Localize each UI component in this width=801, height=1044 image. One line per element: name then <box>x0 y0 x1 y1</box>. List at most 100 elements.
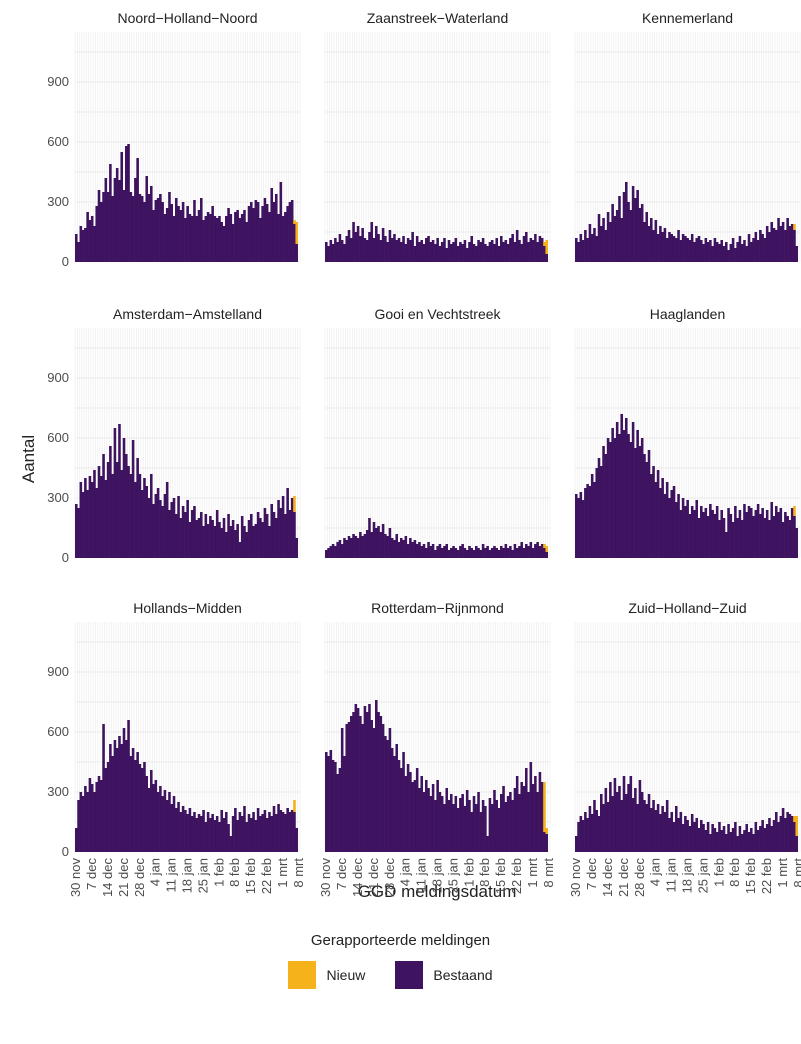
bar-bestaand <box>684 506 687 558</box>
panel-4: Amsterdam−Amstelland 0 300 600 900 <box>47 306 301 565</box>
bar-bestaand <box>540 544 544 558</box>
bar-bestaand <box>150 474 153 558</box>
bar-bestaand <box>761 508 764 558</box>
bar-bestaand <box>652 800 655 852</box>
bar-bestaand <box>386 740 389 852</box>
bar-bestaand <box>406 238 410 262</box>
x-tick-label: 8 feb <box>227 858 242 887</box>
bar-bestaand <box>409 240 412 262</box>
bar-bestaand <box>586 238 589 262</box>
bar-bestaand <box>247 206 251 262</box>
panel-8: Rotterdam−Rijnmond 30 nov 7 dec 14 dec 21 de… <box>318 600 556 897</box>
bar-bestaand <box>500 236 503 262</box>
bar-bestaand <box>502 786 505 852</box>
bar-bestaand <box>486 546 489 558</box>
bar-bestaand <box>511 800 514 852</box>
bar-bestaand <box>475 246 478 262</box>
bar-bestaand <box>202 810 205 852</box>
bar-bestaand <box>275 194 278 262</box>
y-tick-label: 0 <box>62 254 69 269</box>
bar-bestaand <box>440 242 444 262</box>
bar-bestaand <box>684 236 687 262</box>
bar-bestaand <box>288 202 292 262</box>
bar-bestaand <box>636 430 639 558</box>
bar-bestaand <box>629 776 633 852</box>
bar-bestaand <box>188 808 192 852</box>
bar-bestaand <box>127 144 130 262</box>
bar-bestaand <box>784 230 787 262</box>
bar-bestaand <box>150 186 153 262</box>
x-tick-label: 4 jan <box>148 858 163 886</box>
bar-bestaand <box>86 792 89 852</box>
bar-bestaand <box>575 494 578 558</box>
bar-bestaand <box>338 234 342 262</box>
bar-bestaand <box>756 240 760 262</box>
bar-bestaand <box>784 818 787 852</box>
bar-bestaand <box>400 242 403 262</box>
bar-bestaand <box>606 802 610 852</box>
bar-bestaand <box>213 216 217 262</box>
bar-bestaand <box>250 514 253 558</box>
bar-bestaand <box>134 482 137 558</box>
bar-bestaand <box>636 804 639 852</box>
bar-bestaand <box>668 818 671 852</box>
bar-bestaand <box>650 808 653 852</box>
x-tick-label: 21 dec <box>366 858 381 898</box>
bar-bestaand <box>368 518 371 558</box>
bar-bestaand <box>161 506 164 558</box>
bar-bestaand <box>590 814 594 852</box>
bar-bestaand <box>652 230 655 262</box>
bar-bestaand <box>120 470 124 558</box>
bar-bestaand <box>286 206 289 262</box>
bar-bestaand <box>631 422 635 558</box>
bar-bestaand <box>102 192 105 262</box>
bar-bestaand <box>281 216 285 262</box>
bar-bestaand <box>520 542 524 558</box>
bar-bestaand <box>240 516 244 558</box>
bar-bestaand <box>390 748 394 852</box>
bar-bestaand <box>670 812 674 852</box>
bar-bestaand <box>484 244 487 262</box>
bar-bestaand <box>415 236 419 262</box>
bar-bestaand <box>443 238 446 262</box>
bar-bestaand <box>765 824 769 852</box>
bar-bestaand <box>181 202 185 262</box>
bar-bestaand <box>450 244 453 262</box>
bar-bestaand <box>97 776 101 852</box>
bar-bestaand <box>429 796 433 852</box>
bar-bestaand <box>731 522 735 558</box>
panel-title: Kennemerland <box>642 10 733 26</box>
bar-bestaand <box>127 466 130 558</box>
bar-bestaand <box>640 792 644 852</box>
bar-bestaand <box>338 768 342 852</box>
bar-bestaand <box>479 242 483 262</box>
bar-bestaand <box>452 804 455 852</box>
bar-bestaand <box>475 804 478 852</box>
bar-bestaand <box>93 226 96 262</box>
bar-bestaand <box>113 178 117 262</box>
bar-bestaand <box>627 202 630 262</box>
bar-bestaand <box>336 242 339 262</box>
bar-bestaand <box>622 430 626 558</box>
bar-bestaand <box>588 224 592 262</box>
bar-bestaand <box>254 200 258 262</box>
bar-bestaand <box>415 544 419 558</box>
bar-bestaand <box>788 814 792 852</box>
bar-bestaand <box>131 440 135 558</box>
bar-bestaand <box>575 238 578 262</box>
bar-bestaand <box>190 510 194 558</box>
bar-bestaand <box>390 538 394 558</box>
bar-bestaand <box>397 760 401 852</box>
bar-bestaand <box>768 232 771 262</box>
bar-bestaand <box>763 238 767 262</box>
x-tick-label: 4 jan <box>398 858 413 886</box>
bar-bestaand <box>377 234 380 262</box>
bar-bestaand <box>604 454 608 558</box>
bar-bestaand <box>227 208 230 262</box>
bar-bestaand <box>490 240 494 262</box>
bar-bestaand <box>736 242 739 262</box>
bar-bestaand <box>470 548 474 558</box>
bar-bestaand <box>622 192 626 262</box>
bar-bestaand <box>238 542 242 558</box>
bar-bestaand <box>229 214 233 262</box>
